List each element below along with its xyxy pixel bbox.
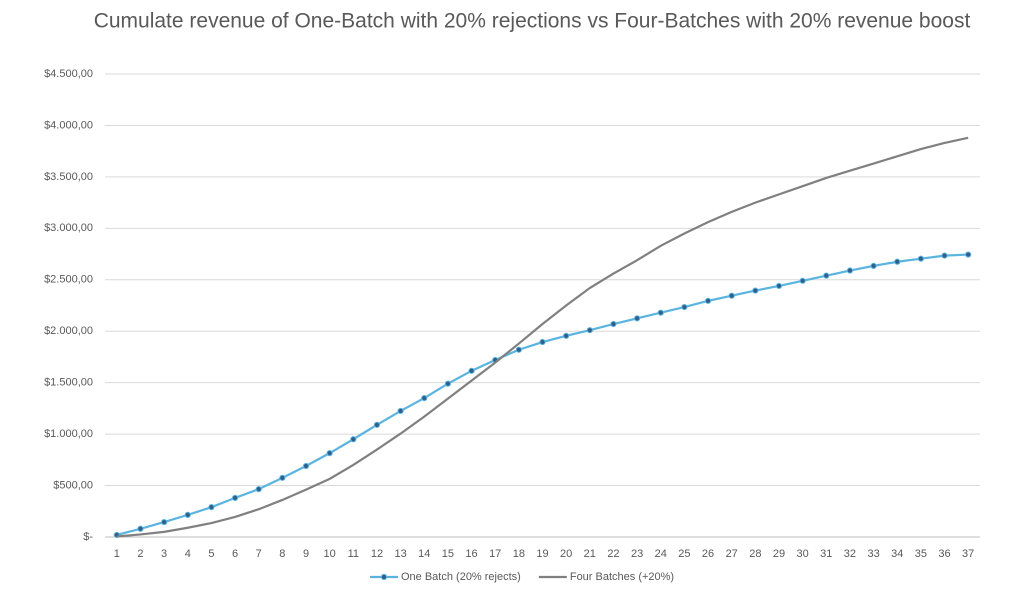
point xyxy=(208,504,215,511)
series-line xyxy=(116,136,969,538)
x-tick-label: 24 xyxy=(655,548,667,560)
point xyxy=(965,251,972,258)
point xyxy=(137,525,144,532)
x-tick-label: 10 xyxy=(324,548,336,560)
point xyxy=(799,277,806,284)
x-tick-label: 9 xyxy=(303,548,309,560)
x-tick-label: 21 xyxy=(584,548,596,560)
y-tick-label: $3.000,00 xyxy=(44,222,93,234)
point xyxy=(373,421,381,428)
x-tick-label: 19 xyxy=(536,548,548,560)
x-tick-label: 36 xyxy=(938,548,950,560)
y-tick-label: $2.500,00 xyxy=(44,274,93,286)
point xyxy=(846,267,854,274)
x-tick-label: 22 xyxy=(607,548,619,560)
x-tick-label: 35 xyxy=(915,548,927,560)
point xyxy=(681,303,688,311)
x-tick-label: 16 xyxy=(465,548,477,560)
y-tick-label: $4.000,00 xyxy=(44,119,93,131)
point xyxy=(468,367,475,374)
x-tick-label: 4 xyxy=(185,548,191,560)
x-tick-label: 29 xyxy=(773,548,785,560)
point xyxy=(397,407,404,415)
legend-marker xyxy=(380,573,388,581)
y-tick-label: $2.000,00 xyxy=(44,325,93,337)
x-tick-label: 25 xyxy=(678,548,690,560)
point xyxy=(704,297,712,304)
x-tick-label: 30 xyxy=(797,548,809,560)
x-tick-label: 23 xyxy=(631,548,643,560)
point xyxy=(184,511,191,518)
y-tick-label: $500,00 xyxy=(53,479,93,491)
y-tick-label: $1.500,00 xyxy=(44,377,93,389)
x-tick-label: 5 xyxy=(208,548,214,560)
x-tick-label: 27 xyxy=(726,548,738,560)
point xyxy=(610,320,617,328)
point xyxy=(302,462,310,470)
point xyxy=(894,258,901,265)
x-tick-label: 13 xyxy=(394,548,406,560)
x-tick-label: 7 xyxy=(256,548,262,560)
x-tick-label: 8 xyxy=(279,548,285,560)
series-line xyxy=(116,253,969,537)
point xyxy=(563,332,570,339)
x-tick-label: 2 xyxy=(137,548,143,560)
point xyxy=(586,327,593,334)
point xyxy=(255,486,262,493)
x-tick-label: 31 xyxy=(820,548,832,560)
x-tick-label: 20 xyxy=(560,548,572,560)
point xyxy=(823,272,830,279)
point xyxy=(917,255,924,262)
legend-label: Four Batches (+20%) xyxy=(570,571,674,583)
x-tick-label: 18 xyxy=(513,548,525,560)
point xyxy=(161,518,168,526)
x-tick-label: 33 xyxy=(867,548,879,560)
point xyxy=(870,262,877,269)
point xyxy=(633,315,641,322)
point xyxy=(941,252,948,259)
point xyxy=(775,282,783,290)
y-tick-label: $- xyxy=(83,531,93,543)
point xyxy=(231,494,239,502)
x-tick-label: 17 xyxy=(489,548,501,560)
x-tick-label: 1 xyxy=(114,548,120,560)
x-tick-label: 12 xyxy=(371,548,383,560)
x-tick-label: 14 xyxy=(418,548,430,560)
x-tick-label: 6 xyxy=(232,548,238,560)
point xyxy=(728,292,735,299)
x-tick-label: 3 xyxy=(161,548,167,560)
point xyxy=(421,395,428,402)
y-tick-label: $3.500,00 xyxy=(44,171,93,183)
x-tick-label: 32 xyxy=(844,548,856,560)
point xyxy=(515,346,522,353)
point xyxy=(657,309,664,316)
x-tick-label: 34 xyxy=(891,548,903,560)
chart-title: Cumulate revenue of One-Batch with 20% r… xyxy=(94,10,971,33)
point xyxy=(444,380,452,387)
x-tick-label: 37 xyxy=(962,548,974,560)
x-tick-label: 26 xyxy=(702,548,714,560)
y-tick-label: $1.000,00 xyxy=(44,428,93,440)
point xyxy=(350,436,357,443)
x-tick-label: 15 xyxy=(442,548,454,560)
y-tick-label: $4.500,00 xyxy=(44,68,93,80)
x-tick-label: 11 xyxy=(348,548,359,560)
point xyxy=(752,287,759,294)
point xyxy=(326,450,333,457)
x-tick-label: 28 xyxy=(749,548,761,560)
point xyxy=(279,474,286,481)
legend-label: One Batch (20% rejects) xyxy=(401,571,521,583)
point xyxy=(539,338,546,346)
